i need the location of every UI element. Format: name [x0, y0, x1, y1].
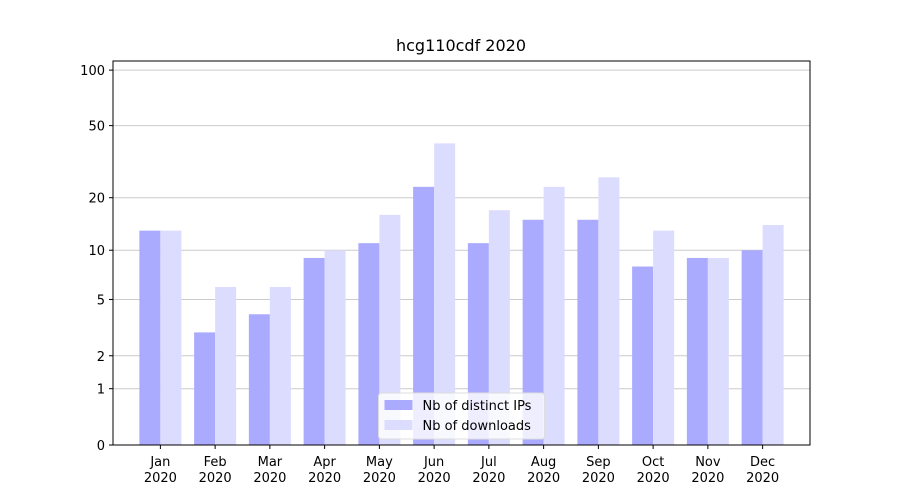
x-tick-label: Feb [204, 455, 227, 470]
bar [762, 225, 784, 445]
x-tick-label: Apr [313, 455, 336, 470]
x-tick-label: Aug [531, 455, 556, 470]
bar [160, 230, 182, 445]
x-tick-label: 2020 [582, 471, 615, 486]
x-tick-label: 2020 [527, 471, 560, 486]
x-tick-label: May [366, 455, 393, 470]
bar [215, 286, 237, 445]
y-tick-label: 0 [97, 439, 105, 454]
y-tick-label: 5 [97, 293, 105, 308]
bar [379, 214, 401, 445]
bar [522, 219, 544, 445]
legend-swatch [384, 420, 413, 430]
x-tick-label: Dec [750, 455, 775, 470]
x-tick-label: 2020 [472, 471, 505, 486]
plot-frame [112, 60, 811, 446]
bar [303, 257, 325, 445]
y-tick-label: 20 [88, 192, 105, 207]
bar [741, 250, 763, 445]
bar [324, 250, 346, 445]
bar [269, 286, 291, 445]
legend-label: Nb of downloads [423, 419, 532, 434]
bar [707, 257, 729, 445]
x-tick-label: 2020 [199, 471, 232, 486]
legend: Nb of distinct IPs Nb of downloads [378, 392, 545, 440]
bar [686, 257, 708, 445]
y-tick-label: 50 [88, 120, 105, 135]
bar [488, 210, 510, 445]
bar [434, 143, 456, 446]
legend-label: Nb of distinct IPs [423, 399, 532, 414]
bar [543, 186, 565, 445]
bar [577, 219, 599, 445]
x-tick-label: 2020 [418, 471, 451, 486]
x-tick-label: 2020 [253, 471, 286, 486]
x-tick-label: 2020 [363, 471, 396, 486]
x-tick-label: Oct [642, 455, 664, 470]
x-tick-label: 2020 [308, 471, 341, 486]
x-tick-label: Jan [149, 455, 170, 470]
x-tick-label: 2020 [691, 471, 724, 486]
bar [194, 332, 216, 445]
bar [248, 314, 270, 445]
y-tick-label: 2 [97, 350, 105, 365]
x-tick-label: 2020 [144, 471, 177, 486]
x-tick-label: Mar [258, 455, 283, 470]
legend-box [378, 392, 545, 440]
bar [598, 177, 620, 446]
bar [139, 230, 161, 445]
bar [653, 230, 675, 445]
bar [632, 266, 654, 445]
chart-title: hcg110cdf 2020 [396, 36, 526, 55]
y-tick-label: 10 [88, 244, 105, 259]
x-tick-label: 2020 [637, 471, 670, 486]
bar [413, 186, 435, 445]
x-tick-label: 2020 [746, 471, 779, 486]
bar [358, 243, 380, 445]
x-tick-label: Nov [695, 455, 721, 470]
y-tick-label: 100 [80, 64, 105, 79]
x-tick-label: Jul [480, 455, 497, 470]
y-tick-label: 1 [97, 383, 105, 398]
legend-swatch [384, 400, 413, 410]
x-tick-label: Sep [586, 455, 611, 470]
x-tick-label: Jun [423, 455, 444, 470]
